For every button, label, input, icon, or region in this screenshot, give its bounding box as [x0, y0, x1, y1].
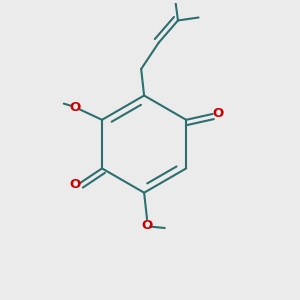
Text: O: O — [141, 219, 153, 232]
Text: O: O — [69, 101, 80, 114]
Text: O: O — [69, 178, 80, 191]
Text: O: O — [212, 107, 224, 120]
